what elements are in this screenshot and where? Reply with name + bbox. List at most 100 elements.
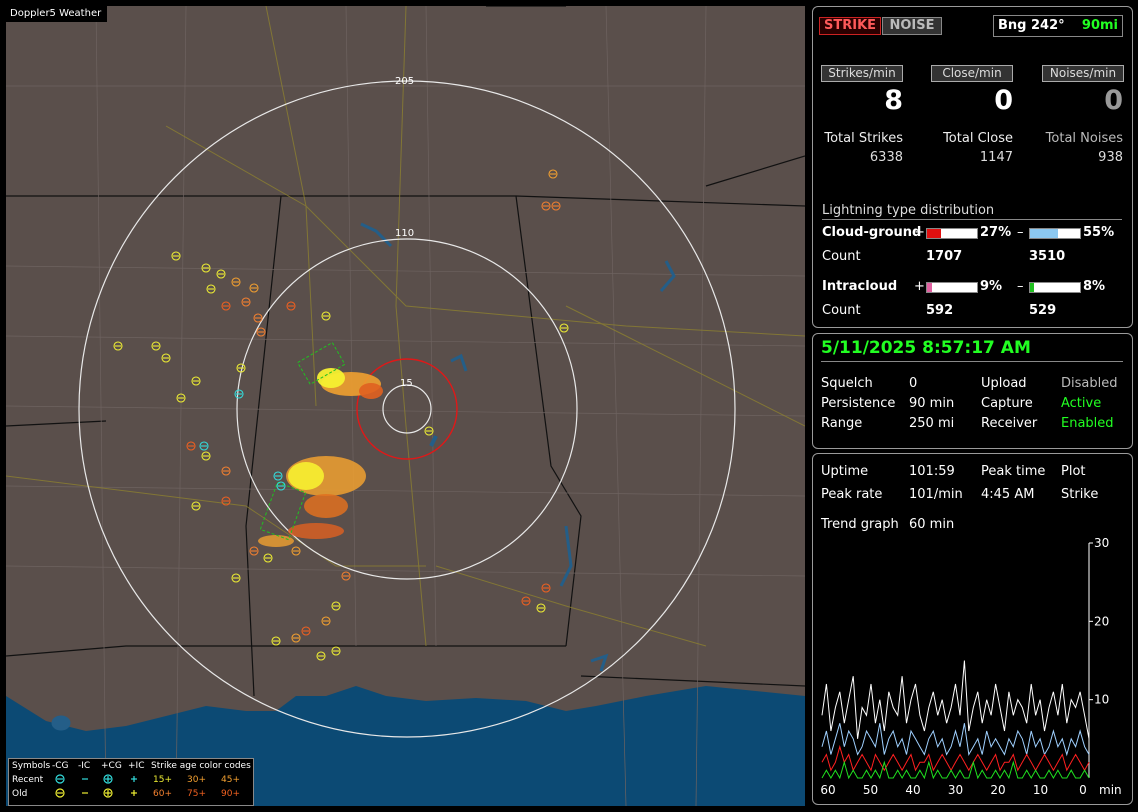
close-strike-ring [356, 358, 458, 460]
range-label: Range [821, 416, 863, 431]
strike-symbol [331, 601, 341, 611]
map-canvas[interactable]: 205 110 15 [6, 6, 805, 806]
strike-symbol [276, 481, 286, 491]
plot-label: Plot [1061, 464, 1086, 479]
noises-per-min-label: Noises/min [1042, 65, 1124, 82]
uptime-value: 101:59 [909, 464, 955, 479]
neg-cg-old-icon [55, 788, 65, 798]
app-title: Doppler5 Weather [6, 6, 108, 22]
strike-symbol [201, 263, 211, 273]
trend-series-line [821, 723, 1090, 757]
ic-positive-count: 592 [926, 303, 954, 318]
persistence-label: Persistence [821, 396, 896, 411]
strike-symbol [216, 269, 226, 279]
minus-sign: – [1017, 279, 1024, 294]
strike-symbol [321, 616, 331, 626]
warning-polygon [259, 481, 307, 541]
plot-value[interactable]: Strike [1061, 487, 1099, 502]
strike-clusters [258, 368, 383, 547]
settings-panel: 5/11/2025 8:57:17 AM Squelch 0 Upload Di… [812, 333, 1133, 449]
capture-status[interactable]: Active [1061, 396, 1102, 411]
strike-symbol [231, 277, 241, 287]
legend-header: -CG [52, 761, 69, 771]
strike-symbol [256, 327, 266, 337]
receiver-status[interactable]: Enabled [1061, 416, 1114, 431]
y-tick-label: 10 [1094, 693, 1109, 707]
distance-value: 90mi [1081, 18, 1118, 33]
cg-positive-pct: 27% [980, 225, 1012, 240]
close-per-min-label: Close/min [931, 65, 1013, 82]
pos-cg-old-icon [103, 788, 113, 798]
legend-row-label: Recent [12, 775, 44, 785]
total-close-label: Total Close [943, 131, 1013, 146]
peak-time-value: 4:45 AM [981, 487, 1035, 502]
trend-series-line [821, 760, 1090, 780]
x-tick-label: 50 [863, 783, 878, 797]
x-tick-label: 10 [1033, 783, 1048, 797]
capture-label: Capture [981, 396, 1033, 411]
trend-graph-value[interactable]: 60 min [909, 517, 955, 532]
upload-label: Upload [981, 376, 1027, 391]
strikes-per-min-label: Strikes/min [821, 65, 903, 82]
upload-status[interactable]: Disabled [1061, 376, 1118, 391]
y-tick-label: 20 [1094, 614, 1109, 628]
squelch-value: 0 [909, 376, 918, 391]
cg-negative-bar [1029, 228, 1081, 239]
trend-graph-label: Trend graph [821, 517, 899, 532]
strike-symbol [199, 441, 209, 451]
range-label-110: 110 [395, 228, 414, 239]
intracloud-label: Intracloud [822, 279, 898, 294]
strike-symbol [249, 283, 259, 293]
strike-symbol [548, 169, 558, 179]
strike-symbol [551, 201, 561, 211]
age-code: 15+ [153, 775, 172, 785]
strike-symbol [253, 313, 263, 323]
ic-count-label: Count [822, 303, 861, 318]
x-tick-label: 20 [990, 783, 1005, 797]
strike-symbol [559, 323, 569, 333]
age-code: 60+ [153, 789, 172, 799]
total-close-value: 1147 [979, 150, 1013, 165]
strikes-per-min-value: 8 [884, 85, 903, 116]
strike-symbol [341, 571, 351, 581]
strike-symbol [161, 353, 171, 363]
lightning-map[interactable]: 205 110 15 Doppler5 Weather Symbols -CG … [6, 6, 805, 806]
strike-symbol [273, 471, 283, 481]
strike-symbol [151, 341, 161, 351]
trend-panel: Uptime 101:59 Peak time Plot Peak rate 1… [812, 453, 1133, 805]
cg-negative-fill [1030, 229, 1058, 238]
ic-negative-bar [1029, 282, 1081, 293]
plus-sign: + [914, 225, 925, 240]
trend-chart: 30 20 10 60 50 40 30 20 10 0 min [820, 536, 1121, 797]
y-tick-label: 30 [1094, 536, 1109, 550]
strike-symbol [536, 603, 546, 613]
cg-positive-fill [927, 229, 941, 238]
plus-sign: + [914, 279, 925, 294]
strike-symbol [424, 426, 434, 436]
strike-symbol [249, 546, 259, 556]
trend-series-line [821, 744, 1090, 772]
strike-symbol [201, 451, 211, 461]
legend-header: -IC [78, 761, 91, 771]
noise-button[interactable]: NOISE [882, 17, 942, 35]
total-noises-label: Total Noises [1045, 131, 1123, 146]
age-code: 30+ [187, 775, 206, 785]
ic-positive-bar [926, 282, 978, 293]
pos-ic-old-icon [131, 790, 137, 796]
strike-symbol [541, 201, 551, 211]
x-tick-label: 30 [948, 783, 963, 797]
trend-series-line [821, 660, 1090, 739]
symbol-legend: Symbols -CG -IC +CG +IC Strike age color… [8, 758, 254, 806]
legend-age-title: Strike age color codes [151, 761, 251, 771]
strike-symbol [301, 626, 311, 636]
bearing-display: Bng 242° 90mi [993, 15, 1123, 37]
uptime-label: Uptime [821, 464, 869, 479]
strike-symbol [316, 651, 326, 661]
strike-symbol [321, 311, 331, 321]
state-borders [6, 6, 805, 697]
ic-positive-pct: 9% [980, 279, 1003, 294]
range-value: 250 mi [909, 416, 955, 431]
strike-button[interactable]: STRIKE [819, 17, 881, 35]
peak-time-label: Peak time [981, 464, 1046, 479]
pos-cg-recent-icon [103, 774, 113, 784]
